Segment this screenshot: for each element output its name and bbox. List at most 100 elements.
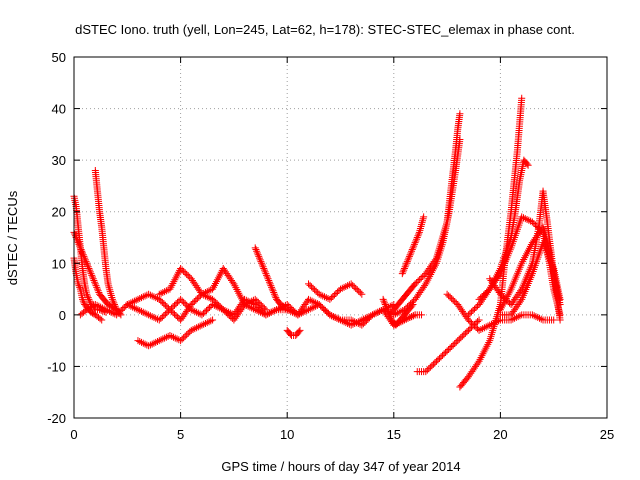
- data-point: [117, 306, 125, 314]
- data-point: [457, 334, 465, 342]
- data-point: [466, 317, 474, 325]
- data-point: [474, 359, 482, 367]
- data-point: [413, 278, 421, 286]
- data-point: [421, 282, 429, 290]
- data-point: [481, 289, 489, 297]
- data-point: [340, 283, 348, 291]
- data-point: [98, 304, 106, 312]
- data-point: [306, 296, 314, 304]
- data-point: [93, 301, 101, 309]
- data-point: [202, 306, 210, 314]
- data-point: [467, 319, 475, 327]
- data-point: [193, 308, 201, 316]
- data-point: [556, 316, 564, 324]
- data-point: [127, 299, 135, 307]
- data-point: [88, 273, 96, 281]
- data-point: [134, 295, 142, 303]
- x-tick-label: 0: [70, 427, 77, 442]
- data-point: [104, 280, 112, 288]
- data-point: [150, 293, 158, 301]
- data-point: [157, 315, 165, 323]
- data-point: [364, 315, 372, 323]
- data-point: [423, 366, 431, 374]
- data-point: [253, 249, 261, 257]
- data-point: [361, 318, 369, 326]
- data-point: [383, 304, 391, 312]
- data-point: [251, 244, 259, 252]
- data-point: [206, 303, 214, 311]
- data-point: [112, 304, 120, 312]
- data-point: [286, 330, 294, 338]
- data-point: [477, 325, 485, 333]
- data-point: [215, 301, 223, 309]
- data-point: [455, 335, 463, 343]
- data-point: [410, 242, 418, 250]
- data-point: [370, 310, 378, 318]
- data-point: [372, 309, 380, 317]
- data-point: [177, 295, 185, 303]
- x-tick-label: 10: [280, 427, 294, 442]
- data-point: [161, 334, 169, 342]
- data-point: [166, 331, 174, 339]
- data-point: [161, 310, 169, 318]
- data-point: [158, 313, 166, 321]
- y-axis-label: dSTEC / TECUs: [5, 190, 20, 285]
- data-point: [296, 326, 304, 334]
- data-point: [408, 313, 416, 321]
- data-point: [111, 310, 119, 318]
- data-point: [486, 321, 494, 329]
- data-point: [93, 285, 101, 293]
- data-point: [340, 318, 348, 326]
- data-point: [353, 286, 361, 294]
- data-point: [145, 290, 153, 298]
- data-point: [109, 297, 117, 305]
- data-point: [169, 303, 177, 311]
- data-point: [271, 307, 279, 315]
- data-point: [88, 309, 96, 317]
- data-point: [289, 308, 297, 316]
- data-point: [449, 296, 457, 304]
- data-point: [446, 293, 454, 301]
- data-point: [309, 284, 317, 292]
- data-point: [350, 283, 358, 291]
- data-point: [98, 316, 106, 324]
- data-point: [203, 319, 211, 327]
- data-point: [162, 333, 170, 341]
- data-point: [143, 310, 151, 318]
- data-point: [88, 271, 96, 279]
- data-point: [432, 357, 440, 365]
- data-point: [253, 247, 261, 255]
- data-point: [528, 311, 536, 319]
- data-point: [344, 319, 352, 327]
- data-point: [150, 339, 158, 347]
- data-point: [86, 266, 94, 274]
- data-point: [111, 302, 119, 310]
- data-point: [198, 290, 206, 298]
- data-point: [390, 311, 398, 319]
- data-point: [181, 300, 189, 308]
- y-tick-label: 0: [59, 308, 66, 323]
- data-point: [164, 304, 172, 312]
- data-point: [193, 324, 201, 332]
- data-point: [201, 289, 209, 297]
- data-point: [174, 298, 182, 306]
- data-point: [477, 294, 485, 302]
- data-point: [213, 300, 221, 308]
- data-point: [75, 282, 83, 290]
- data-point: [315, 290, 323, 298]
- data-point: [328, 312, 336, 320]
- data-point: [342, 282, 350, 290]
- data-point: [261, 268, 269, 276]
- data-point: [134, 337, 142, 345]
- data-point: [95, 289, 103, 297]
- data-point: [308, 297, 316, 305]
- data-point: [523, 160, 531, 168]
- data-point: [79, 295, 87, 303]
- data-point: [205, 287, 213, 295]
- data-point: [105, 284, 113, 292]
- data-point: [268, 283, 276, 291]
- data-point: [312, 287, 320, 295]
- data-point: [158, 298, 166, 306]
- x-axis-label: GPS time / hours of day 347 of year 2014: [221, 459, 460, 474]
- data-point: [263, 271, 271, 279]
